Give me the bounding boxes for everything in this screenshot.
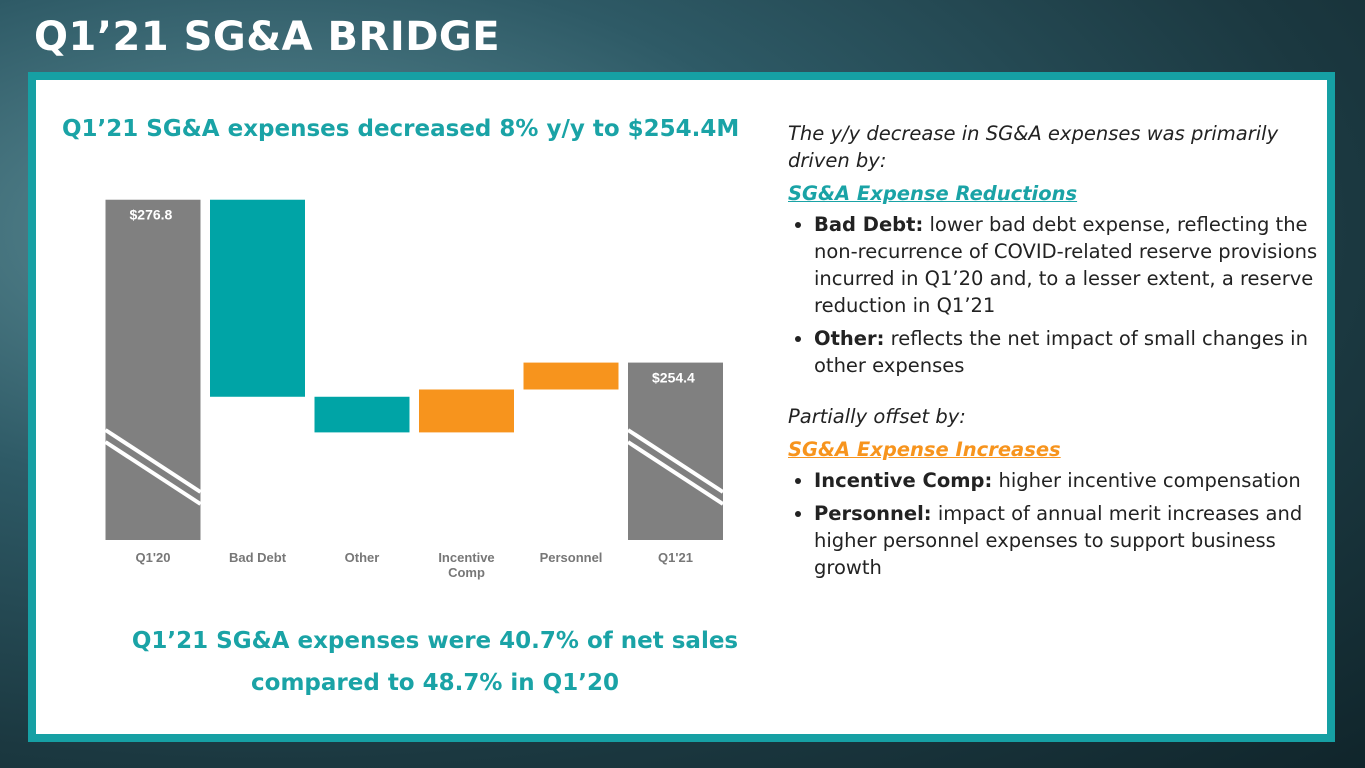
headline: Q1’21 SG&A expenses decreased 8% y/y to … (62, 116, 740, 142)
bullet: Other: reflects the net impact of small … (814, 325, 1318, 379)
axis-break (104, 428, 202, 494)
x-tick-label: Q1'21 (658, 550, 693, 565)
bullet-term: Other: (814, 327, 885, 350)
decrease-bar (210, 199, 305, 397)
chart-svg: $276.8 $254.4 (104, 199, 725, 540)
axis-break (104, 440, 202, 506)
axis-break (626, 440, 725, 506)
x-tick-label: Incentive Comp (438, 550, 495, 580)
increase-bar (523, 362, 619, 390)
reductions-list: Bad Debt: lower bad debt expense, reflec… (788, 211, 1318, 379)
bullet: Incentive Comp: higher incentive compens… (814, 467, 1318, 494)
x-tick-label: Q1'20 (135, 550, 171, 565)
intro: The y/y decrease in SG&A expenses was pr… (788, 122, 1279, 172)
increases-list: Incentive Comp: higher incentive compens… (788, 467, 1318, 581)
x-tick-label: Other (344, 550, 380, 565)
bullet-term: Incentive Comp: (814, 469, 993, 492)
footnote: Q1’21 SG&A expenses were 40.7% of net sa… (131, 628, 739, 696)
value-label: $276.8 (130, 207, 173, 223)
bullet-text: higher incentive compensation (998, 469, 1301, 492)
offset-intro: Partially offset by: (788, 405, 966, 428)
x-tick-label: Personnel (539, 550, 603, 565)
chart: $276.8 $254.4 Q1'20 Bad Debt Other Incentive… (60, 180, 760, 600)
bullet-term: Personnel: (814, 502, 932, 525)
axis-break (626, 428, 725, 494)
x-tick-label: Bad Debt (228, 550, 287, 565)
reductions-heading: SG&A Expense Reductions (788, 182, 1078, 205)
bullet-text: reflects the net impact of small changes… (814, 327, 1308, 377)
slide-title: Q1’21 SG&A BRIDGE (34, 14, 501, 60)
increases-heading: SG&A Expense Increases (788, 438, 1061, 461)
bullet: Personnel: impact of annual merit increa… (814, 500, 1318, 581)
value-label: $254.4 (652, 370, 695, 386)
bullet-text: impact of annual merit increases and hig… (814, 502, 1303, 579)
bullet: Bad Debt: lower bad debt expense, reflec… (814, 211, 1318, 319)
bullet-term: Bad Debt: (814, 213, 924, 236)
increase-bar (419, 389, 514, 433)
commentary: The y/y decrease in SG&A expenses was pr… (788, 120, 1318, 587)
total-bar (105, 199, 201, 540)
bullet-text: lower bad debt expense, reflecting the n… (814, 213, 1318, 317)
decrease-bar (314, 396, 410, 433)
